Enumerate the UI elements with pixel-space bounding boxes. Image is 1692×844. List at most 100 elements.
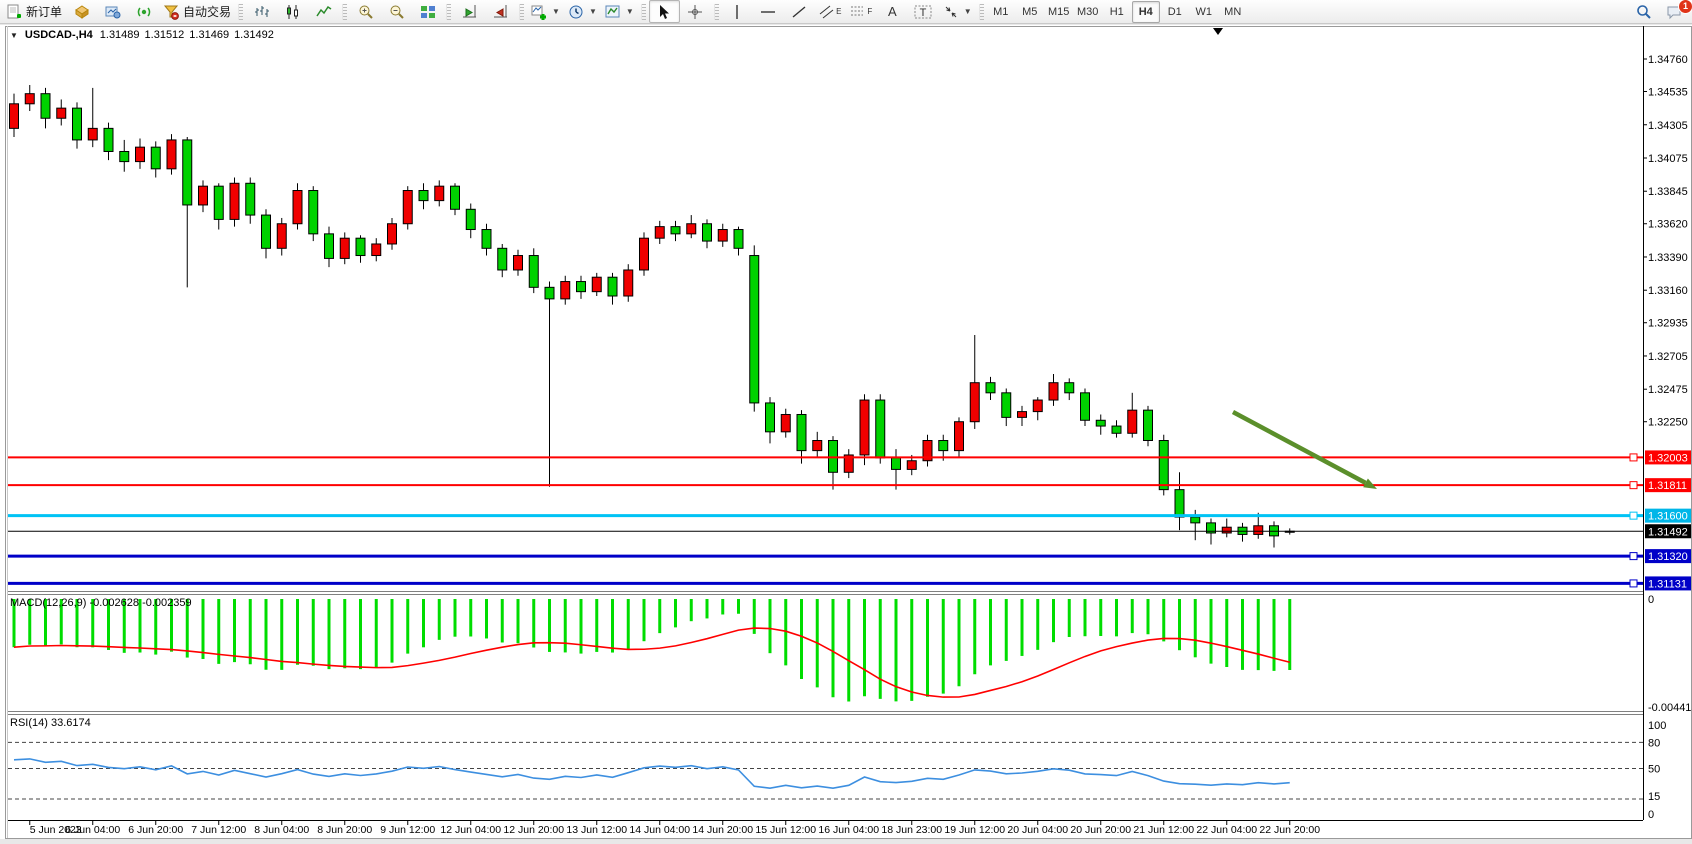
notifications-button[interactable]: 1 [1659, 0, 1692, 23]
auto-scroll-button[interactable] [454, 0, 485, 23]
collapse-icon[interactable]: ▼ [10, 30, 18, 40]
trendline-button[interactable] [784, 0, 815, 23]
zoom-in-button[interactable] [350, 0, 381, 23]
svg-text:15 Jun 12:00: 15 Jun 12:00 [755, 824, 816, 836]
fibonacci-button[interactable]: F [846, 0, 877, 23]
ohlc-open: 1.31489 [99, 29, 140, 41]
auto-scroll-icon [462, 4, 476, 17]
signals-button[interactable] [128, 0, 159, 23]
trendline-icon [792, 5, 806, 18]
hline-handle[interactable] [1629, 552, 1638, 561]
new-order-button[interactable]: 新订单 [2, 0, 66, 23]
text-button[interactable]: A [877, 0, 908, 23]
svg-text:0: 0 [1648, 809, 1654, 821]
svg-text:1.31492: 1.31492 [1648, 526, 1688, 538]
timeframe-H1[interactable]: H1 [1109, 5, 1124, 18]
svg-text:1.32935: 1.32935 [1648, 318, 1688, 330]
svg-text:1.34760: 1.34760 [1648, 54, 1688, 66]
toolbar-grip [519, 3, 525, 20]
clock-icon [569, 5, 583, 18]
rsi-pane: RSI(14) 33.6174 100 80 50 15 0 [8, 717, 1666, 821]
dropdown-arrow-icon: ▼ [588, 7, 597, 16]
macd-label: MACD(12,26,9) -0.002628 -0.002359 [10, 597, 192, 609]
chart-cube-icon [74, 4, 89, 19]
dropdown-arrow-icon: ▼ [963, 7, 972, 16]
svg-text:50: 50 [1648, 764, 1660, 776]
svg-text:20 Jun 20:00: 20 Jun 20:00 [1070, 824, 1131, 836]
templates-icon [605, 5, 620, 17]
timeframe-MN[interactable]: MN [1224, 5, 1242, 18]
hline-handle[interactable] [1629, 453, 1638, 462]
line-chart-button[interactable] [308, 0, 339, 23]
svg-text:15: 15 [1648, 791, 1660, 803]
tile-windows-button[interactable] [412, 0, 443, 23]
new-order-label: 新订单 [26, 5, 63, 19]
bar-chart-button[interactable] [246, 0, 277, 23]
text-label-button[interactable]: T [908, 0, 939, 23]
toolbar-grip [446, 3, 452, 20]
cursor-button[interactable] [648, 0, 680, 23]
arrows-button[interactable]: ▼ [939, 0, 976, 23]
svg-text:80: 80 [1648, 737, 1660, 749]
toolbar-grip [238, 3, 244, 20]
ohlc-high: 1.31512 [144, 29, 185, 41]
timeframe-D1[interactable]: D1 [1167, 5, 1182, 18]
autotrading-label: 自动交易 [183, 5, 232, 19]
new-order-icon [7, 4, 21, 18]
timeframe-M1[interactable]: M1 [993, 5, 1009, 18]
timeframe-M30[interactable]: M30 [1077, 5, 1099, 18]
hline-handle[interactable] [1629, 481, 1638, 490]
market-watch-icon [105, 6, 121, 18]
hline-1.32003[interactable] [8, 453, 1643, 462]
chart-shift-icon [493, 4, 507, 17]
charts-button[interactable] [66, 0, 97, 23]
candles [9, 85, 1295, 548]
timeframe-M15[interactable]: M15 [1048, 5, 1070, 18]
indicators-button[interactable]: ▼ [527, 0, 564, 23]
timeframe-M5[interactable]: M5 [1022, 5, 1038, 18]
svg-text:21 Jun 12:00: 21 Jun 12:00 [1133, 824, 1194, 836]
candlestick-button[interactable] [277, 0, 308, 23]
templates-button[interactable]: ▼ [601, 0, 638, 23]
periods-button[interactable]: ▼ [564, 0, 601, 23]
price-badge-1.32003: 1.32003 [1645, 450, 1691, 465]
price-axis[interactable]: 1.34760 1.34535 1.34305 1.34075 1.33845 1.336… [1643, 54, 1688, 429]
price-badge-1.31600: 1.31600 [1645, 508, 1691, 523]
hline-1.31131[interactable] [8, 579, 1643, 588]
svg-text:1.32475: 1.32475 [1648, 384, 1688, 396]
equidistant-channel-button[interactable]: E [815, 0, 846, 23]
svg-text:T: T [920, 7, 927, 19]
timeframe-group: M1 M5 M15 M30 H1 H4 D1 W1 MN [987, 0, 1247, 23]
chart-shift-button[interactable] [485, 0, 516, 23]
timeframe-W1[interactable]: W1 [1195, 5, 1212, 18]
svg-text:12 Jun 04:00: 12 Jun 04:00 [440, 824, 501, 836]
hline-handle[interactable] [1629, 511, 1638, 520]
fibonacci-icon [851, 6, 864, 15]
svg-text:1.32250: 1.32250 [1648, 417, 1688, 429]
hline-1.31320[interactable] [8, 552, 1643, 561]
crosshair-button[interactable] [680, 0, 711, 23]
channel-icon [819, 5, 834, 18]
rsi-label: RSI(14) 33.6174 [10, 717, 91, 729]
svg-text:16 Jun 04:00: 16 Jun 04:00 [818, 824, 879, 836]
zoom-out-button[interactable] [381, 0, 412, 23]
price-badge-1.31320: 1.31320 [1645, 549, 1691, 564]
search-button[interactable] [1628, 0, 1659, 23]
signals-icon [137, 7, 150, 16]
timeframe-H4[interactable]: H4 [1131, 0, 1160, 23]
svg-text:22 Jun 04:00: 22 Jun 04:00 [1196, 824, 1257, 836]
horizontal-line-button[interactable] [753, 0, 784, 23]
market-watch-button[interactable] [97, 0, 128, 23]
vertical-line-button[interactable] [722, 0, 753, 23]
hline-1.31600[interactable] [8, 511, 1643, 520]
autotrading-button[interactable]: 自动交易 [159, 0, 235, 23]
svg-text:8 Jun 04:00: 8 Jun 04:00 [254, 824, 309, 836]
svg-text:1.34075: 1.34075 [1648, 153, 1688, 165]
svg-text:1.33390: 1.33390 [1648, 252, 1688, 264]
hline-handle[interactable] [1629, 579, 1638, 588]
trend-arrow[interactable] [1231, 410, 1377, 489]
svg-text:1.31320: 1.31320 [1648, 551, 1688, 563]
dropdown-arrow-icon: ▼ [625, 7, 634, 16]
